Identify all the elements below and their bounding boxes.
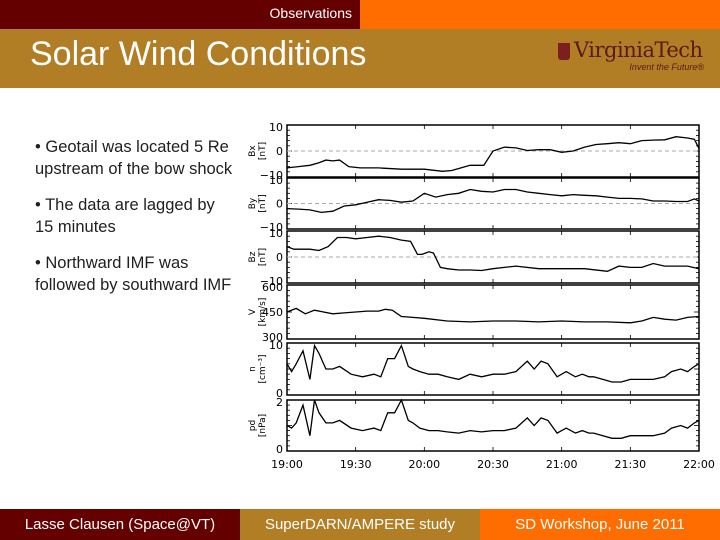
bullet-data-lag: • The data are lagged by 15 minutes bbox=[35, 196, 215, 236]
header-bar-right bbox=[360, 0, 720, 29]
panel-by: 10 0 −10 By[nT] bbox=[248, 174, 700, 234]
panel-bz: 10 0 −10 Bz[nT] bbox=[248, 227, 700, 288]
y-axis-label: pd[nPa] bbox=[248, 414, 268, 437]
bullet-geotail-location: • Geotail was located 5 Re upstream of t… bbox=[35, 138, 233, 178]
y-tick-label: 10 bbox=[269, 227, 283, 240]
panel-n: 10 0 n[cm⁻³] bbox=[248, 339, 700, 400]
y-tick-label: 10 bbox=[269, 339, 283, 352]
footer-event: SD Workshop, June 2011 bbox=[480, 509, 720, 540]
series-v bbox=[286, 307, 700, 324]
title-band: Solar Wind Conditions VirginiaTech Inven… bbox=[0, 29, 720, 88]
panel-pd: 2 0 pd[nPa] bbox=[248, 396, 700, 456]
solar-wind-stack-plot: 100−10Bx[nT]100−10By[nT]100−10Bz[nT]6004… bbox=[248, 121, 715, 471]
y-tick-label: −10 bbox=[260, 275, 283, 288]
bullet-list: • Geotail was located 5 Re upstream of t… bbox=[35, 136, 235, 310]
panel-v: 600 450 300 V[km/s] bbox=[248, 281, 700, 344]
footer-author: Lasse Clausen (Space@VT) bbox=[0, 509, 240, 540]
y-axis-label: By[nT] bbox=[248, 194, 268, 212]
y-axis-label: V[km/s] bbox=[248, 298, 268, 327]
y-tick-label: 0 bbox=[276, 387, 283, 400]
y-axis-label: Bx[nT] bbox=[248, 142, 268, 160]
y-tick-label: 2 bbox=[276, 396, 283, 409]
series-n bbox=[286, 343, 700, 383]
y-tick-label: −10 bbox=[260, 221, 283, 234]
x-tick-label: 21:30 bbox=[614, 458, 646, 471]
y-tick-label: 0 bbox=[276, 251, 283, 264]
footer-project: SuperDARN/AMPERE study bbox=[240, 509, 480, 540]
y-tick-label: 10 bbox=[269, 174, 283, 187]
y-tick-label: 300 bbox=[262, 331, 283, 344]
x-tick-label: 20:30 bbox=[477, 458, 509, 471]
slide-title: Solar Wind Conditions bbox=[30, 35, 367, 73]
y-tick-label: 0 bbox=[276, 443, 283, 456]
x-tick-label: 22:00 bbox=[683, 458, 715, 471]
section-label: Observations bbox=[269, 5, 352, 21]
x-tick-label: 20:00 bbox=[408, 458, 440, 471]
vt-shield-icon bbox=[558, 43, 570, 60]
y-tick-label: 0 bbox=[276, 198, 283, 211]
bullet-imf-orientation: • Northward IMF was followed by southwar… bbox=[35, 254, 232, 294]
x-tick-label: 21:00 bbox=[546, 458, 578, 471]
logo-wordmark: VirginiaTech bbox=[574, 38, 703, 62]
virginia-tech-logo: VirginiaTech Invent the Future® bbox=[556, 38, 706, 76]
series-bx bbox=[286, 136, 700, 172]
x-tick-label: 19:30 bbox=[340, 458, 372, 471]
logo-tagline: Invent the Future® bbox=[629, 62, 704, 72]
panel-bx: 10 0 −10 Bx[nT] bbox=[248, 121, 700, 182]
header-bar-left: Observations bbox=[0, 0, 360, 29]
series-by bbox=[286, 188, 700, 214]
series-bz bbox=[286, 235, 700, 272]
y-tick-label: 10 bbox=[269, 121, 283, 134]
y-tick-label: 0 bbox=[276, 145, 283, 158]
y-tick-label: 450 bbox=[262, 306, 283, 319]
y-axis-label: Bz[nT] bbox=[248, 248, 268, 266]
y-axis-label: n[cm⁻³] bbox=[248, 354, 268, 383]
footer: Lasse Clausen (Space@VT) SuperDARN/AMPER… bbox=[0, 509, 720, 540]
y-tick-label: 600 bbox=[262, 281, 283, 294]
series-pd bbox=[286, 398, 700, 439]
y-tick-label: −10 bbox=[260, 169, 283, 182]
x-tick-label: 19:00 bbox=[271, 458, 303, 471]
